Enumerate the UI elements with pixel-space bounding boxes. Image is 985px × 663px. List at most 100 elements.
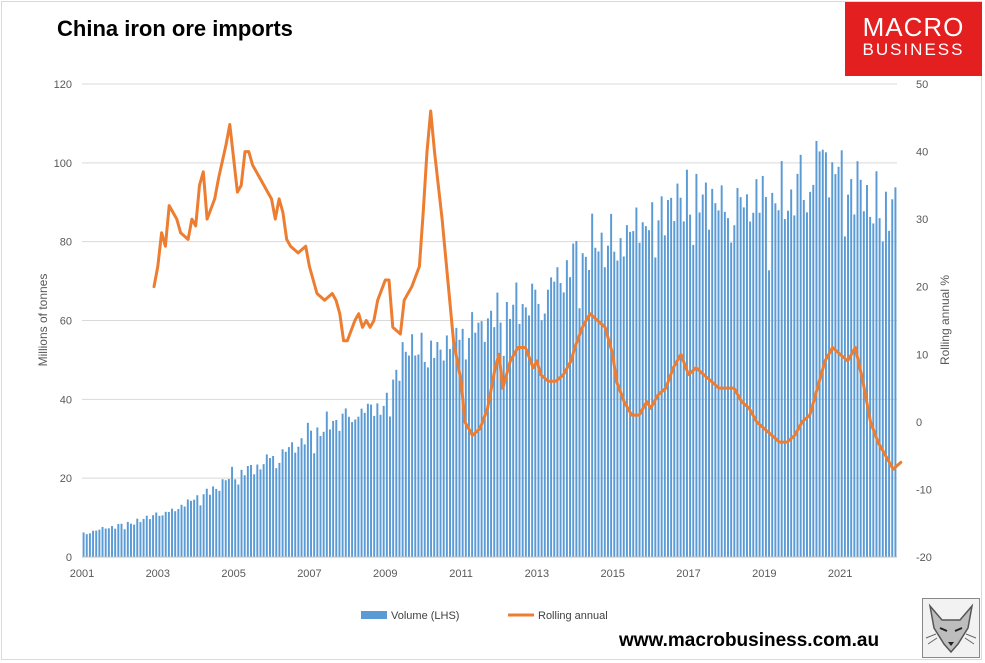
volume-bar (499, 322, 502, 557)
y-tick-label: 0 (66, 552, 72, 564)
volume-bar (610, 213, 613, 557)
volume-bar (474, 332, 477, 557)
volume-bar (682, 221, 685, 557)
volume-bar (752, 212, 755, 558)
y-tick-label: 120 (54, 79, 72, 91)
volume-bar (663, 235, 666, 557)
volume-bar (344, 408, 347, 557)
volume-bar (278, 462, 281, 557)
volume-bar (158, 515, 161, 557)
volume-bar (294, 452, 297, 557)
volume-bar (793, 215, 796, 557)
volume-bar (685, 169, 688, 557)
volume-bar (370, 404, 373, 557)
volume-bar (632, 231, 635, 557)
volume-bar (452, 334, 455, 557)
volume-bar (287, 447, 290, 557)
volume-bar (449, 349, 451, 557)
volume-bar (193, 499, 196, 557)
volume-bar (284, 451, 287, 557)
volume-bar (543, 313, 546, 557)
x-tick-label: 2011 (449, 568, 473, 580)
volume-bar (894, 187, 897, 557)
volume-bar (881, 241, 884, 557)
volume-bar (559, 283, 562, 557)
volume-bar (272, 455, 275, 557)
volume-bar (82, 532, 85, 557)
y2-tick-label: 30 (916, 214, 928, 226)
volume-bar (461, 328, 464, 557)
volume-bar (483, 341, 486, 557)
volume-bar (85, 534, 88, 557)
volume-bar (502, 355, 505, 557)
volume-bar (847, 194, 850, 557)
volume-bar (433, 357, 436, 557)
volume-bar (581, 253, 584, 558)
y-tick-label: 40 (60, 394, 72, 406)
volume-bar (768, 270, 771, 557)
volume-bar (227, 478, 230, 557)
volume-bar (275, 468, 278, 557)
volume-bar (259, 469, 262, 557)
volume-bar (594, 247, 597, 557)
rolling-annual-line (152, 109, 903, 471)
website-url[interactable]: www.macrobusiness.com.au (619, 630, 880, 651)
volume-bar (117, 523, 120, 557)
x-tick-label: 2017 (676, 568, 700, 580)
volume-bar (774, 203, 777, 557)
volume-bar (338, 430, 341, 557)
volume-bar (300, 438, 303, 557)
volume-bar (174, 511, 177, 557)
volume-bar (107, 528, 110, 557)
volume-bar (698, 212, 701, 557)
volume-bar (546, 289, 549, 557)
volume-bar (111, 526, 113, 557)
volume-bar (136, 518, 139, 557)
volume-bar (376, 403, 379, 557)
volume-bar (177, 509, 180, 557)
legend-volume-label: Volume (LHS) (391, 610, 459, 622)
volume-bar (426, 367, 429, 557)
volume-bar (891, 199, 894, 557)
volume-bar (575, 240, 578, 557)
y-axis-label: Millions of tonnes (36, 274, 50, 367)
volume-bar (708, 229, 711, 557)
macrobusiness-logo: MACRO BUSINESS (845, 2, 982, 76)
x-tick-label: 2003 (146, 568, 170, 580)
volume-bar (389, 416, 391, 557)
volume-bar (120, 523, 123, 557)
volume-bar (407, 355, 410, 557)
volume-bar (392, 379, 395, 557)
volume-bar (262, 464, 265, 557)
volume-bar (88, 533, 91, 557)
volume-bar (625, 225, 628, 557)
volume-bar (562, 292, 565, 557)
volume-bar (717, 210, 720, 558)
volume-bar (208, 494, 211, 557)
volume-bar (467, 338, 470, 557)
volume-bar (597, 251, 600, 557)
volume-bar (246, 466, 249, 557)
volume-bar (379, 414, 382, 557)
volume-bar (445, 335, 448, 557)
volume-bar (310, 430, 313, 557)
x-tick-label: 2021 (828, 568, 852, 580)
volume-bar (171, 508, 174, 557)
volume-bar (202, 494, 205, 557)
y2-tick-label: 20 (916, 282, 928, 294)
volume-bar (496, 292, 499, 557)
y-axis-ticks: 0 20 40 60 80 100 120 (54, 79, 72, 564)
volume-bar (486, 318, 489, 557)
volume-bar (695, 173, 698, 557)
y2-axis-label: Rolling annual % (938, 275, 952, 365)
volume-bar (256, 464, 259, 557)
y-tick-label: 60 (60, 316, 72, 328)
volume-bar (505, 301, 508, 557)
volume-bar (850, 179, 853, 557)
volume-bar (745, 194, 748, 558)
volume-bar (221, 479, 224, 557)
y2-tick-label: -10 (916, 484, 932, 496)
volume-bar (834, 174, 837, 557)
volume-bar (152, 515, 155, 557)
volume-bar (145, 515, 148, 557)
